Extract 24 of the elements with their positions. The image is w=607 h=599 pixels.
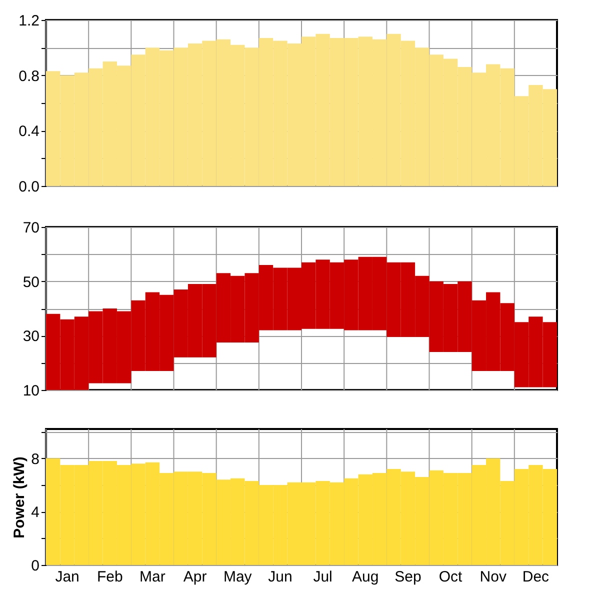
x-tick-label: Aug xyxy=(352,568,379,586)
x-tick-label: Apr xyxy=(183,568,207,586)
y-tick-label: 0.0 xyxy=(18,178,40,196)
x-tick-label: Dec xyxy=(522,568,550,586)
x-tick-label: Mar xyxy=(140,568,166,586)
x-tick-label: Feb xyxy=(96,568,123,586)
y-tick-label: 1.2 xyxy=(18,12,40,30)
x-tick-label: Oct xyxy=(438,568,464,586)
x-tick-label: May xyxy=(223,568,252,586)
x-tick-label: Nov xyxy=(480,568,507,586)
y-tick-label: 50 xyxy=(22,274,40,291)
y-tick-label: 10 xyxy=(22,382,40,400)
y-tick-label: 0.4 xyxy=(18,123,40,140)
y-tick-label: 30 xyxy=(22,328,40,346)
y-tick-label: 70 xyxy=(22,220,40,236)
y-tick-label: 0.8 xyxy=(18,68,40,85)
y-tick-label: 0 xyxy=(31,558,40,574)
x-tick-label: Jan xyxy=(55,568,80,586)
y-axis-title: Power (kW) xyxy=(11,456,28,538)
y-tick-label: 8 xyxy=(31,450,40,468)
x-tick-label: Sep xyxy=(394,568,422,586)
x-tick-label: Jul xyxy=(313,568,332,586)
x-tick-label: Jun xyxy=(268,568,292,586)
y-tick-label: 4 xyxy=(31,504,40,522)
